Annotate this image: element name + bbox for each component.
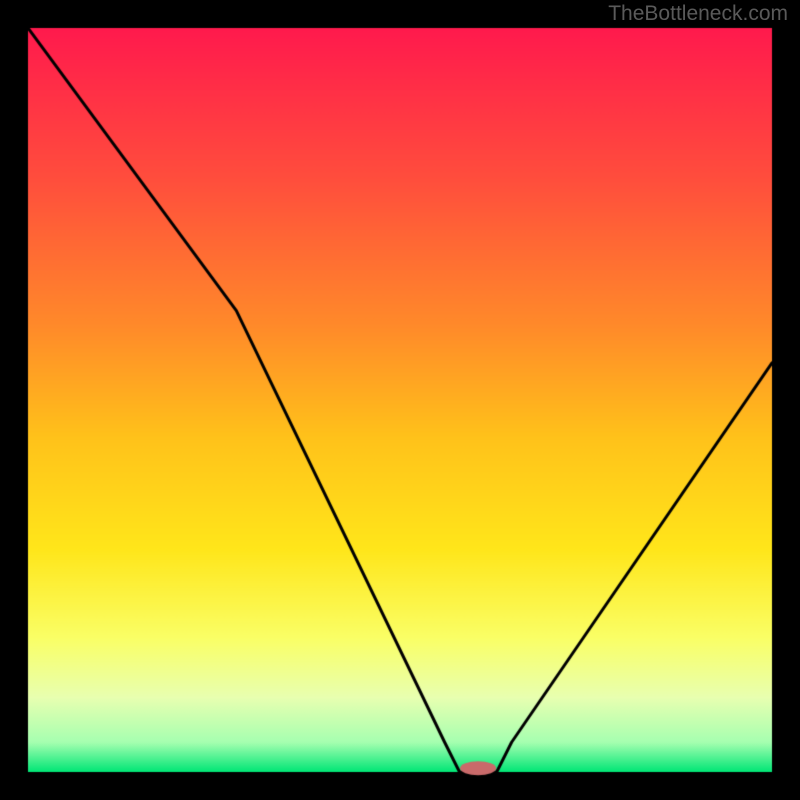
watermark-text: TheBottleneck.com bbox=[608, 2, 788, 26]
bottleneck-chart-canvas bbox=[0, 0, 800, 800]
